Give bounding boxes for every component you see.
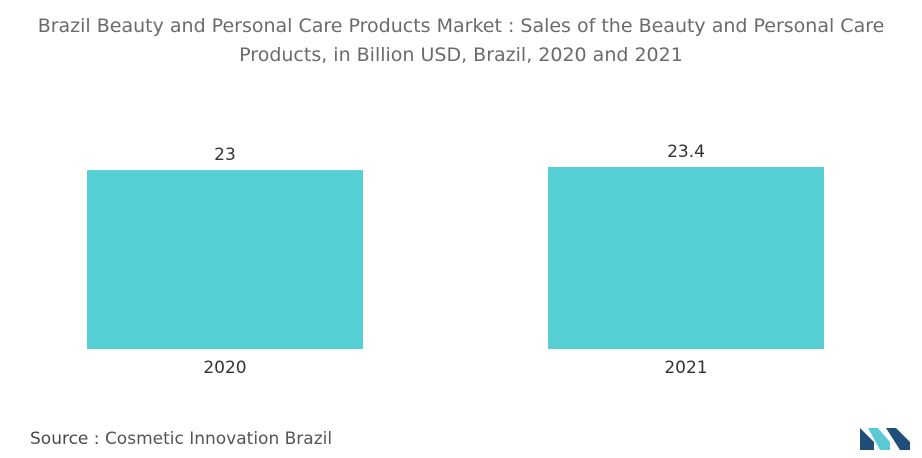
value-label-2020: 23 <box>214 145 236 165</box>
mordor-intelligence-logo-icon <box>860 428 910 450</box>
category-label-2020: 2020 <box>203 358 246 378</box>
source-text: Cosmetic Innovation Brazil <box>104 429 333 449</box>
chart-title-line-1: Brazil Beauty and Personal Care Products… <box>37 15 885 37</box>
chart-title: Brazil Beauty and Personal Care Products… <box>0 12 922 70</box>
category-label-2021: 2021 <box>664 358 707 378</box>
source-note: Source : Cosmetic Innovation Brazil <box>30 429 332 449</box>
value-label-2021: 23.4 <box>667 142 705 162</box>
source-label: Source : <box>30 429 100 449</box>
bar-2021 <box>548 167 824 349</box>
bar-2020 <box>87 170 363 349</box>
chart-title-line-2: Products, in Billion USD, Brazil, 2020 a… <box>239 44 683 66</box>
